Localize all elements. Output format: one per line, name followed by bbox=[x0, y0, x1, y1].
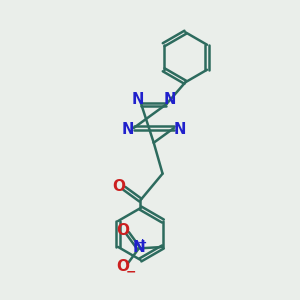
Text: N: N bbox=[122, 122, 134, 137]
Text: N: N bbox=[132, 92, 144, 107]
Text: O: O bbox=[117, 223, 130, 238]
Text: −: − bbox=[125, 266, 136, 278]
Text: N: N bbox=[164, 92, 176, 107]
Text: O: O bbox=[112, 179, 125, 194]
Text: O: O bbox=[117, 259, 130, 274]
Text: +: + bbox=[138, 238, 147, 248]
Text: N: N bbox=[173, 122, 186, 137]
Text: N: N bbox=[132, 240, 145, 255]
